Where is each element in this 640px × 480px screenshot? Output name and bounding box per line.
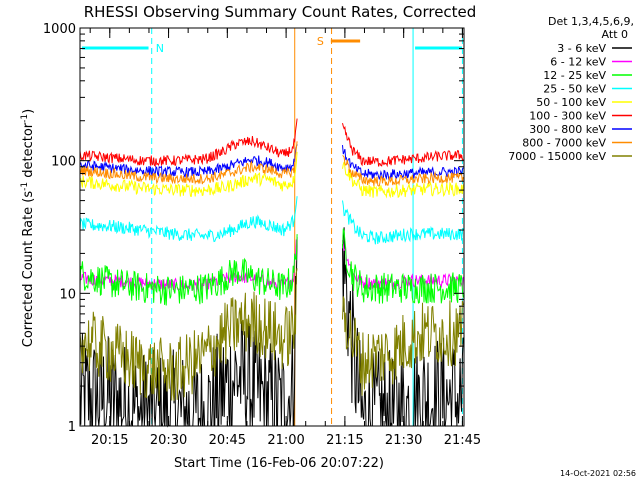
- y-axis-label: Corrected Count Rate (s-1 detector-1): [20, 109, 36, 347]
- legend-label: 300 - 800 keV: [529, 123, 606, 136]
- series-line-25-50kev: [342, 200, 464, 245]
- footer-timestamp: 14-Oct-2021 02:56: [560, 469, 636, 478]
- series-line-25-50kev: [79, 196, 298, 243]
- series-line-7000-15000kev: [79, 268, 298, 402]
- x-axis-label: Start Time (16-Feb-06 20:07:22): [174, 456, 384, 471]
- legend-label: 100 - 300 keV: [529, 110, 606, 123]
- series-line-7000-15000kev: [342, 296, 464, 396]
- y-tick-label: 100: [51, 155, 76, 170]
- series-line-300-800kev: [79, 144, 298, 179]
- flag-label: N: [156, 42, 164, 55]
- x-tick-label: 21:15: [326, 433, 363, 448]
- series-line-3-6kev: [342, 227, 464, 427]
- legend-label: 25 - 50 keV: [543, 83, 606, 96]
- series-line-800-7000kev: [79, 141, 298, 185]
- series-line-3-6kev: [79, 236, 298, 428]
- legend-label: 6 - 12 keV: [550, 56, 606, 69]
- y-tick-label: 10: [59, 287, 76, 302]
- series-line-100-300kev: [342, 122, 464, 168]
- y-tick-label: 1: [68, 420, 76, 435]
- x-tick-label: 20:15: [91, 433, 128, 448]
- series-line-12-25kev: [342, 228, 464, 304]
- x-axis: 20:15 20:30 20:45 21:00 21:15 21:30 21:45: [89, 28, 481, 448]
- legend-label: 50 - 100 keV: [536, 96, 606, 109]
- legend-header-line2: Att 0: [602, 28, 628, 41]
- series-lines: [79, 118, 464, 428]
- y-axis: 1 10 100 1000: [43, 22, 464, 435]
- flag-label: S: [317, 35, 324, 48]
- x-tick-label: 21:30: [385, 433, 422, 448]
- chart-title: RHESSI Observing Summary Count Rates, Co…: [84, 3, 477, 21]
- series-line-50-100kev: [79, 151, 298, 198]
- x-tick-label: 20:45: [209, 433, 246, 448]
- legend-label: 7000 - 15000 keV: [508, 150, 606, 163]
- legend-label: 3 - 6 keV: [557, 42, 606, 55]
- series-line-800-7000kev: [342, 155, 464, 187]
- series-line-50-100kev: [342, 161, 464, 199]
- series-line-300-800kev: [342, 145, 464, 181]
- series-line-100-300kev: [79, 118, 298, 167]
- x-tick-label: 21:45: [444, 433, 481, 448]
- x-tick-label: 20:30: [150, 433, 187, 448]
- legend-label: 800 - 7000 keV: [522, 137, 606, 150]
- legend-header-line1: Det 1,3,4,5,6,9,: [548, 15, 634, 28]
- x-tick-label: 21:00: [267, 433, 304, 448]
- series-line-12-25kev: [79, 234, 298, 306]
- series-line-6-12kev: [342, 240, 464, 291]
- plot-frame: [79, 27, 465, 427]
- legend-label: 12 - 25 keV: [543, 69, 606, 82]
- y-tick-label: 1000: [43, 22, 76, 37]
- flag-bars: NS: [82, 35, 462, 55]
